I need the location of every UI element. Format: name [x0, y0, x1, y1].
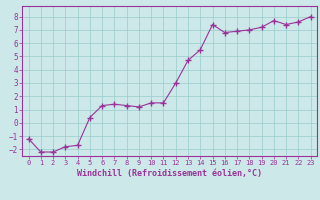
X-axis label: Windchill (Refroidissement éolien,°C): Windchill (Refroidissement éolien,°C)	[77, 169, 262, 178]
